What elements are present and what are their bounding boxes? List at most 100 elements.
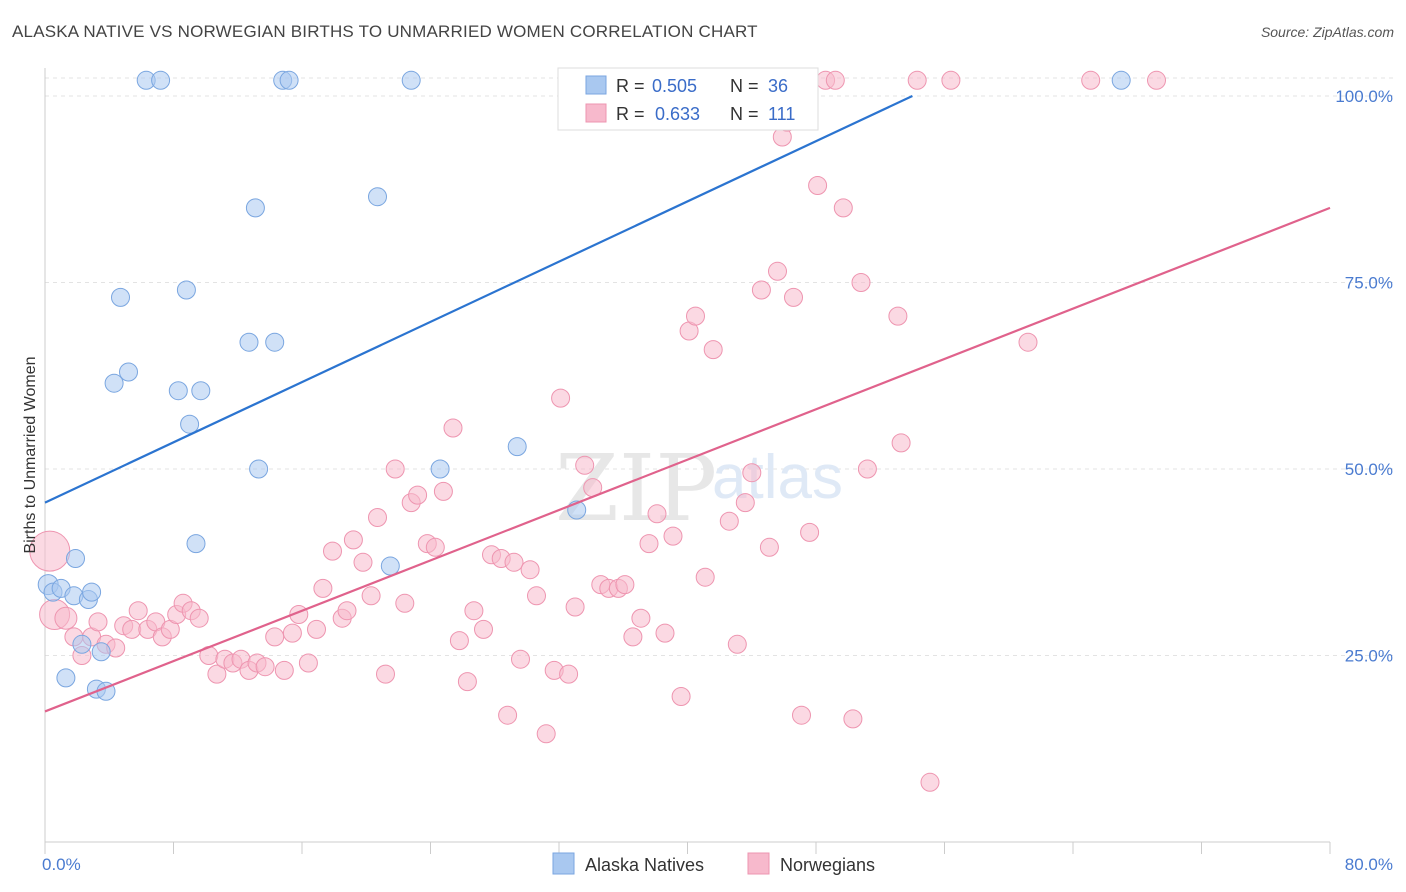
point-norwegians xyxy=(565,597,585,617)
point-alaska-natives xyxy=(265,332,285,352)
legend-n-value-2: 111 xyxy=(768,104,795,124)
y-tick-label: 25.0% xyxy=(1345,647,1393,666)
watermark-atlas: atlas xyxy=(712,443,843,512)
point-norwegians xyxy=(307,619,326,639)
point-norwegians xyxy=(768,261,787,281)
bottom-legend-swatch-alaska xyxy=(552,852,575,875)
point-norwegians xyxy=(825,70,845,90)
axes xyxy=(44,68,1331,854)
y-tick-label: 50.0% xyxy=(1345,460,1393,479)
point-norwegians xyxy=(703,340,723,360)
legend-swatch-norwegians xyxy=(585,103,607,123)
legend-r-label-1: R = xyxy=(616,76,645,96)
point-alaska-natives xyxy=(66,549,85,568)
legend-n-value-1: 36 xyxy=(768,76,788,96)
point-norwegians xyxy=(520,560,540,580)
point-norwegians xyxy=(671,687,691,706)
source-label: Source: ZipAtlas.com xyxy=(1260,24,1394,40)
point-alaska-natives xyxy=(507,437,527,457)
point-norwegians xyxy=(122,619,142,639)
point-norwegians xyxy=(559,664,579,684)
point-alaska-natives xyxy=(186,534,206,554)
point-norwegians xyxy=(639,534,659,554)
point-norwegians xyxy=(695,567,715,587)
point-norwegians xyxy=(464,601,484,621)
point-norwegians xyxy=(833,198,853,218)
point-alaska-natives xyxy=(191,381,211,401)
point-norwegians xyxy=(298,653,318,673)
point-norwegians xyxy=(742,463,762,483)
point-norwegians xyxy=(343,530,363,550)
point-norwegians xyxy=(575,455,595,475)
point-norwegians xyxy=(843,709,863,729)
point-norwegians xyxy=(663,526,683,546)
legend-n-label-2: N = xyxy=(730,104,759,124)
point-norwegians xyxy=(207,664,227,684)
point-norwegians xyxy=(54,606,78,630)
point-alaska-natives xyxy=(279,70,299,90)
point-norwegians xyxy=(623,627,643,647)
point-norwegians xyxy=(727,634,747,654)
point-norwegians xyxy=(353,552,373,572)
x-tick-label-max: 80.0% xyxy=(1345,855,1393,874)
bottom-legend: Alaska Natives Norwegians xyxy=(552,852,875,875)
point-norwegians xyxy=(337,601,357,621)
point-alaska-natives xyxy=(91,642,111,662)
legend-r-value-1: 0.505 xyxy=(652,76,697,96)
point-norwegians xyxy=(425,537,445,557)
legend-r-value-2: 0.633 xyxy=(655,104,700,124)
point-alaska-natives xyxy=(245,198,265,218)
point-norwegians xyxy=(857,459,877,479)
y-tick-label: 100.0% xyxy=(1335,87,1393,106)
point-alaska-natives xyxy=(249,459,269,479)
point-alaska-natives xyxy=(151,70,171,90)
trend-line-alaska-natives xyxy=(44,95,913,504)
point-norwegians xyxy=(792,705,811,725)
point-norwegians xyxy=(551,388,571,408)
point-norwegians xyxy=(851,273,871,292)
point-norwegians xyxy=(408,485,428,505)
point-norwegians xyxy=(631,608,651,628)
point-norwegians xyxy=(941,70,961,90)
point-norwegians xyxy=(800,522,820,542)
point-alaska-natives xyxy=(176,280,196,300)
x-tick-labels: 0.0% 80.0% xyxy=(42,855,1393,874)
point-norwegians xyxy=(88,612,108,632)
point-alaska-natives xyxy=(430,459,450,479)
point-alaska-natives xyxy=(380,556,400,576)
point-norwegians xyxy=(920,772,940,792)
point-alaska-natives xyxy=(82,582,102,602)
point-alaska-natives xyxy=(111,287,130,307)
y-tick-label: 75.0% xyxy=(1345,274,1393,293)
point-alaska-natives xyxy=(104,373,124,393)
point-norwegians xyxy=(361,586,381,606)
point-norwegians xyxy=(1147,70,1166,90)
point-alaska-natives xyxy=(168,381,188,401)
point-norwegians xyxy=(128,601,148,621)
point-norwegians xyxy=(376,664,395,684)
point-norwegians xyxy=(527,586,546,606)
point-norwegians xyxy=(655,623,675,643)
point-norwegians xyxy=(313,578,333,598)
point-norwegians xyxy=(265,627,285,647)
point-norwegians xyxy=(498,705,518,725)
point-norwegians xyxy=(474,619,493,639)
point-norwegians xyxy=(282,623,302,643)
point-norwegians xyxy=(368,508,387,527)
point-norwegians xyxy=(784,287,803,307)
point-norwegians xyxy=(536,724,556,744)
point-alaska-natives xyxy=(56,668,76,688)
point-norwegians xyxy=(385,459,405,479)
point-norwegians xyxy=(255,657,275,677)
chart-title: ALASKA NATIVE VS NORWEGIAN BIRTHS TO UNM… xyxy=(12,22,758,41)
point-norwegians xyxy=(274,660,294,680)
legend-r-label-2: R = xyxy=(616,104,645,124)
point-alaska-natives xyxy=(401,70,421,90)
point-norwegians xyxy=(808,176,828,195)
point-alaska-natives xyxy=(180,414,200,434)
point-alaska-natives xyxy=(368,187,387,207)
data-points xyxy=(29,70,1166,792)
bottom-legend-swatch-norwegians xyxy=(747,852,770,875)
legend-swatch-alaska xyxy=(585,75,607,95)
point-norwegians xyxy=(907,70,927,90)
